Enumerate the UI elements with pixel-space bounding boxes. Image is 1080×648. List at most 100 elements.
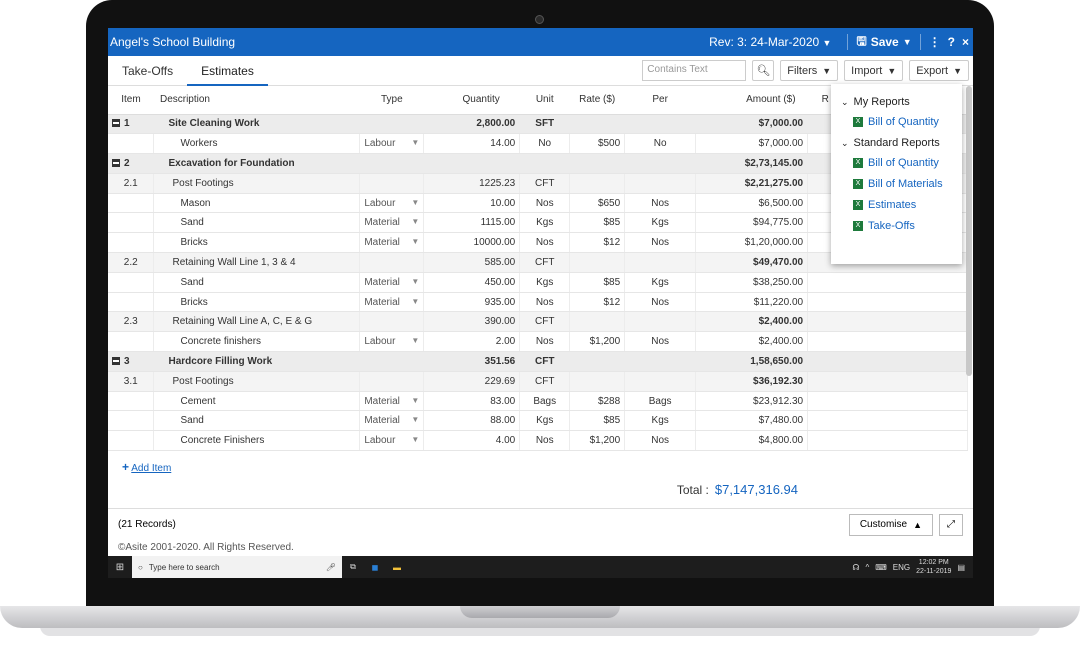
col-description[interactable]: Description	[153, 86, 360, 115]
filters-button[interactable]: Filters ▼	[780, 60, 839, 81]
cell-type[interactable]: Labour ▼	[359, 331, 425, 353]
type-select[interactable]: Labour ▼	[364, 138, 419, 149]
revision-selector[interactable]: Rev: 3: 24-Mar-2020 ▼	[709, 35, 831, 49]
cell-item: 2	[108, 153, 155, 174]
cell-type[interactable]: Material ▼	[359, 232, 425, 254]
people-icon[interactable]: ☊	[852, 562, 860, 572]
my-reports-header[interactable]: ⌄ My Reports	[831, 92, 962, 112]
item-number: 3	[124, 355, 130, 367]
menu-item-take-offs[interactable]: X Take-Offs	[831, 216, 962, 237]
cell-type[interactable]: Material ▼	[359, 272, 425, 293]
cell-per	[624, 351, 697, 372]
type-select[interactable]: Labour ▼	[364, 198, 419, 209]
cell-type[interactable]: Labour ▼	[359, 193, 425, 214]
type-select[interactable]: Material ▼	[364, 217, 419, 228]
type-select[interactable]: Labour ▼	[364, 435, 419, 446]
cell-type[interactable]: Material ▼	[359, 292, 425, 313]
cell-unit: Nos	[519, 292, 571, 313]
type-select[interactable]: Material ▼	[364, 396, 419, 407]
type-select[interactable]: Material ▼	[364, 415, 419, 426]
cell-item: 3.1	[108, 371, 155, 392]
col-unit[interactable]: Unit	[519, 86, 570, 115]
col-rate[interactable]: Rate ($)	[569, 86, 625, 115]
col-per[interactable]: Per	[624, 86, 696, 115]
cell-r	[807, 391, 968, 412]
collapse-icon[interactable]	[112, 158, 120, 167]
table-row[interactable]: Bricks Material ▼ 935.00 Nos $12 Nos $11,220.00	[108, 292, 968, 313]
my-reports-label: My Reports	[853, 96, 910, 108]
task-view-icon[interactable]: ⧉	[350, 562, 356, 571]
collapse-icon[interactable]	[112, 356, 120, 365]
table-row[interactable]: Cement Material ▼ 83.00 Bags $288 Bags $23,912.…	[108, 391, 968, 412]
menu-item-bill-of-quantity[interactable]: X Bill of Quantity	[831, 153, 962, 174]
tab-take-offs[interactable]: Take-Offs	[122, 63, 174, 78]
cell-quantity: 83.00	[423, 391, 521, 412]
col-type[interactable]: Type	[359, 86, 424, 115]
search-input[interactable]: Contains Text	[642, 60, 747, 81]
close-icon[interactable]: ×	[961, 35, 969, 49]
export-button[interactable]: Export ▼	[909, 60, 969, 81]
menu-item-my-bill-of-quantity[interactable]: X Bill of Quantity	[831, 112, 962, 133]
save-label: Save	[870, 35, 899, 49]
taskbar-search-input[interactable]: ○ Type here to search 🎤︎	[132, 556, 342, 578]
language-indicator[interactable]: ENG	[892, 562, 911, 572]
search-button[interactable]: 🔍︎	[752, 60, 775, 81]
table-row[interactable]: Sand Material ▼ 88.00 Kgs $85 Kgs $7,480.00	[108, 410, 968, 432]
table-row[interactable]: 3 Hardcore Filling Work 351.56 CFT 1,58,650.…	[108, 351, 968, 372]
type-select[interactable]: Material ▼	[364, 237, 419, 248]
help-icon[interactable]: ?	[947, 35, 955, 49]
cell-type	[359, 153, 425, 174]
table-row[interactable]: Concrete Finishers Labour ▼ 4.00 Nos $1,200 No…	[108, 430, 968, 452]
type-select[interactable]: Labour ▼	[364, 336, 419, 347]
type-select[interactable]: Material ▼	[364, 297, 419, 308]
import-button[interactable]: Import ▼	[844, 60, 904, 81]
table-row[interactable]: 3.1 Post Footings 229.69 CFT $36,192.30	[108, 371, 968, 392]
table-row[interactable]: 2.3 Retaining Wall Line A, C, E & G 390.00…	[108, 311, 968, 333]
vertical-scrollbar[interactable]	[966, 86, 972, 376]
outlook-icon[interactable]: ◼	[371, 562, 379, 572]
project-title: Angel's School Building	[110, 35, 236, 49]
chevron-down-icon: ▼	[411, 197, 420, 207]
cell-type[interactable]: Labour ▼	[359, 430, 425, 452]
cell-description: Bricks	[153, 232, 361, 254]
notifications-icon[interactable]: ▤	[957, 562, 965, 572]
col-amount[interactable]: Amount ($)	[695, 86, 808, 115]
clock[interactable]: 12:02 PM 22-11-2019	[916, 558, 951, 576]
col-item[interactable]: Item	[108, 86, 154, 115]
copyright: ©Asite 2001-2020. All Rights Reserved.	[118, 542, 294, 553]
table-row[interactable]: Sand Material ▼ 450.00 Kgs $85 Kgs $38,250.00	[108, 272, 968, 293]
type-value: Material	[364, 415, 400, 427]
cell-type[interactable]: Material ▼	[359, 212, 425, 234]
col-quantity[interactable]: Quantity	[423, 86, 520, 115]
chevron-down-icon: ▼	[822, 65, 832, 76]
filters-label: Filters	[787, 64, 818, 77]
tab-estimates[interactable]: Estimates	[187, 56, 268, 86]
save-button[interactable]: 🖫 Save ▼	[856, 32, 911, 53]
type-select[interactable]: Material ▼	[364, 277, 419, 288]
standard-reports-header[interactable]: ⌄ Standard Reports	[831, 133, 962, 153]
cell-per	[624, 153, 697, 174]
table-row[interactable]: 2.1 Post Footings 1225.23 CFT $2,21,275.00	[108, 173, 968, 194]
cell-per: Kgs	[624, 410, 697, 432]
customise-button[interactable]: Customise ▲	[848, 513, 933, 536]
cell-type[interactable]: Labour ▼	[359, 133, 425, 155]
more-icon[interactable]: ⋮	[928, 35, 941, 49]
windows-start-icon[interactable]: ⊞	[115, 561, 125, 573]
table-row[interactable]: Concrete finishers Labour ▼ 2.00 Nos $1,200 No…	[108, 331, 968, 353]
menu-item-bill-of-materials[interactable]: X Bill of Materials	[831, 174, 962, 195]
cell-amount: $38,250.00	[695, 272, 809, 293]
system-tray: ☊ ^ ⌨︎ ENG 12:02 PM 22-11-2019 ▤	[852, 558, 973, 576]
menu-item-estimates[interactable]: X Estimates	[831, 195, 962, 216]
cell-item: 2.2	[108, 252, 155, 273]
file-explorer-icon[interactable]: ▬	[393, 562, 401, 572]
tray-chevron-icon[interactable]: ^	[865, 562, 870, 572]
cell-type[interactable]: Material ▼	[359, 391, 425, 412]
cell-item	[108, 232, 155, 254]
type-value: Labour	[364, 435, 396, 447]
cell-type[interactable]: Material ▼	[359, 410, 425, 432]
collapse-icon[interactable]	[112, 119, 120, 128]
network-icon[interactable]: ⌨︎	[875, 562, 887, 572]
add-item-link[interactable]: + Add Item	[122, 460, 171, 474]
expand-button[interactable]: ⤢	[939, 513, 963, 536]
cell-description: Sand	[153, 410, 361, 432]
